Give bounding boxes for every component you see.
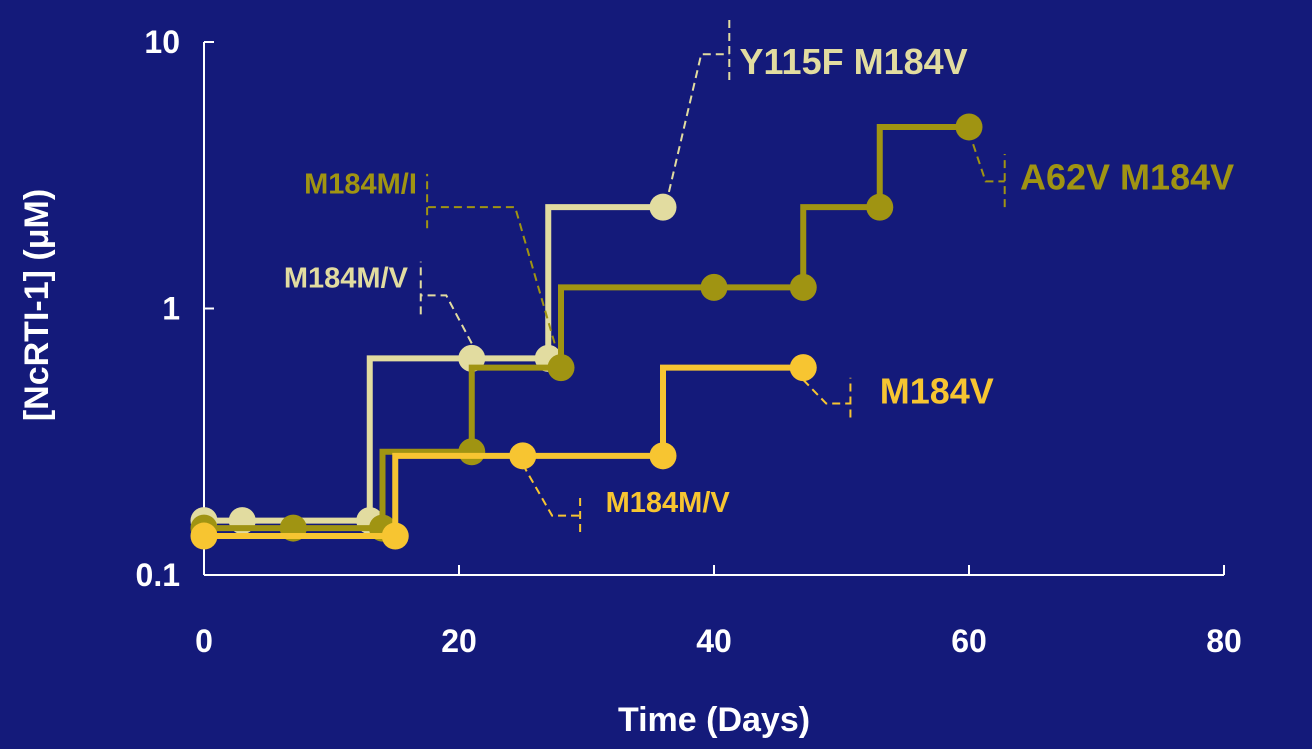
annotation-leader [427, 206, 556, 344]
annotation-leader [662, 53, 730, 218]
x-tick-label: 60 [951, 623, 987, 659]
annotation: Y115F M184V [662, 16, 968, 218]
annotation-leader [802, 379, 851, 405]
y-tick-label: 1 [162, 291, 180, 327]
series-line [204, 204, 663, 524]
y-tick-label: 10 [144, 24, 180, 60]
data-point [458, 438, 486, 466]
data-point [700, 273, 728, 301]
annotations: Y115F M184V A62V M184V M184M/I M184M/V M184V… [284, 16, 1234, 532]
annotation-leader [420, 294, 473, 344]
data-point [789, 354, 817, 382]
annotation: A62V M184V [968, 131, 1234, 208]
annotation-label: M184M/V [606, 487, 731, 519]
series-0 [190, 193, 677, 535]
annotation-label: M184V [880, 371, 994, 412]
data-point [955, 113, 983, 141]
x-tick-label: 80 [1206, 623, 1242, 659]
data-point [381, 522, 409, 550]
annotation: M184M/V [284, 261, 473, 344]
data-point [547, 354, 575, 382]
series-1 [190, 113, 983, 542]
y-tick-label: 0.1 [136, 557, 180, 593]
data-point [789, 273, 817, 301]
data-point [649, 442, 677, 470]
annotation-leader [968, 131, 1005, 183]
y-axis-title: [NcRTI-1] (μM) [18, 189, 56, 421]
annotation-label: M184M/V [284, 262, 409, 294]
x-tick-label: 20 [441, 623, 477, 659]
annotation: M184V [802, 371, 994, 418]
data-point [866, 193, 894, 221]
x-tick-label: 40 [696, 623, 732, 659]
data-point [649, 193, 677, 221]
annotation: M184M/I [304, 169, 556, 344]
x-tick-label: 0 [195, 623, 213, 659]
series-group [190, 113, 983, 550]
annotation-label: A62V M184V [1020, 156, 1234, 197]
annotation-label: Y115F M184V [740, 41, 968, 82]
axes: 0 20 40 60 80 0.1 1 10 [136, 24, 1242, 659]
annotation-label: M184M/I [304, 169, 417, 201]
annotation-leader [521, 463, 581, 517]
series-2 [190, 354, 817, 550]
x-axis-title: Time (Days) [618, 701, 810, 739]
annotation: M184M/V [521, 463, 731, 532]
data-point [509, 442, 537, 470]
data-point [190, 522, 218, 550]
